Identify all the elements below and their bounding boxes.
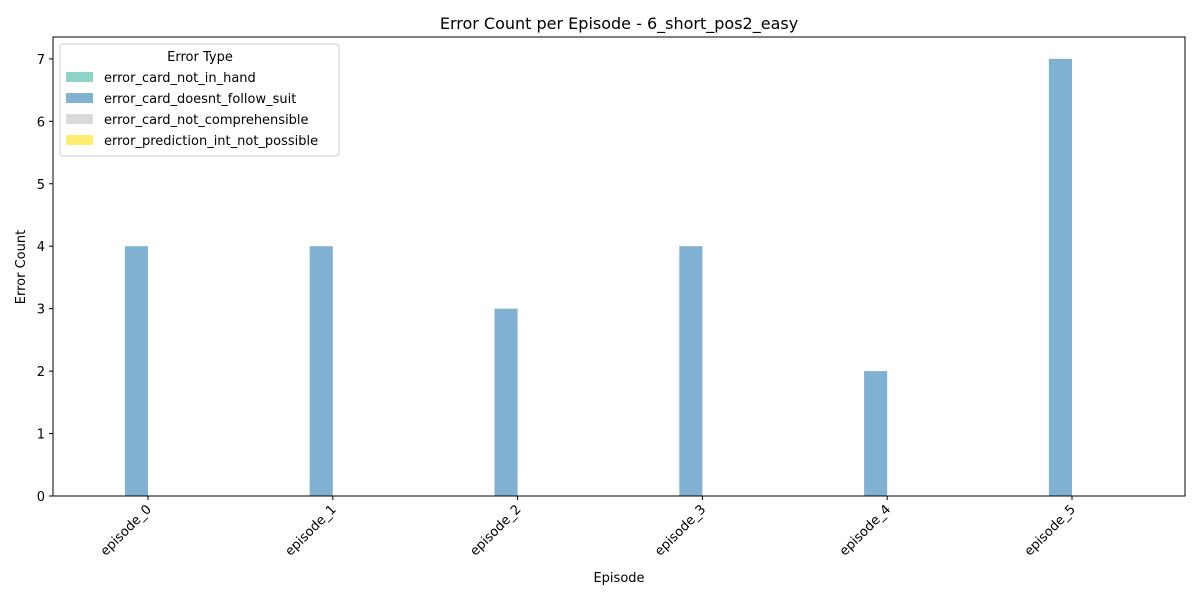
y-tick-label: 6	[37, 115, 45, 130]
y-tick-label: 3	[37, 303, 45, 318]
legend-label-error_card_doesnt_follow_suit: error_card_doesnt_follow_suit	[104, 92, 296, 107]
y-tick-label: 4	[37, 240, 45, 255]
x-tick-label: episode_4	[837, 502, 894, 559]
legend-label-error_card_not_in_hand: error_card_not_in_hand	[104, 71, 256, 86]
bar-error_card_doesnt_follow_suit-episode_0	[124, 246, 148, 496]
y-tick-label: 1	[37, 428, 45, 443]
y-tick-label: 0	[37, 490, 45, 505]
bar-error_card_doesnt_follow_suit-episode_5	[1048, 58, 1072, 497]
x-tick-label: episode_0	[98, 502, 155, 559]
x-tick-label: episode_1	[283, 502, 340, 559]
legend-swatch-error_card_not_comprehensible	[66, 114, 93, 124]
legend-label-error_card_not_comprehensible: error_card_not_comprehensible	[104, 113, 309, 128]
legend-frame	[59, 43, 340, 157]
y-tick-label: 5	[37, 178, 45, 193]
x-tick-label: episode_5	[1022, 502, 1079, 559]
chart-title: Error Count per Episode - 6_short_pos2_e…	[440, 14, 798, 34]
bar-error_card_doesnt_follow_suit-episode_3	[679, 246, 703, 496]
bar-error_card_doesnt_follow_suit-episode_4	[864, 371, 888, 496]
y-tick-label: 2	[37, 365, 45, 380]
legend: Error Type error_card_not_in_handerror_c…	[59, 43, 340, 157]
legend-swatch-error_prediction_int_not_possible	[66, 135, 93, 145]
plot-frame	[52, 36, 1186, 497]
legend-swatch-error_card_doesnt_follow_suit	[66, 93, 93, 103]
legend-items: error_card_not_in_hand error_card_doesnt_…	[66, 71, 318, 149]
legend-title: Error Type	[167, 50, 233, 65]
y-axis-title: Error Count	[14, 230, 29, 304]
x-tick-label: episode_3	[652, 502, 709, 559]
legend-label-error_prediction_int_not_possible: error_prediction_int_not_possible	[104, 134, 318, 149]
bar-error_card_doesnt_follow_suit-episode_2	[494, 308, 518, 496]
x-axis-title: Episode	[593, 571, 644, 586]
y-tick-label: 7	[37, 53, 45, 68]
legend-swatch-error_card_not_in_hand	[66, 72, 93, 82]
bar-error_card_doesnt_follow_suit-episode_1	[309, 246, 333, 496]
x-tick-label: episode_2	[467, 502, 524, 559]
